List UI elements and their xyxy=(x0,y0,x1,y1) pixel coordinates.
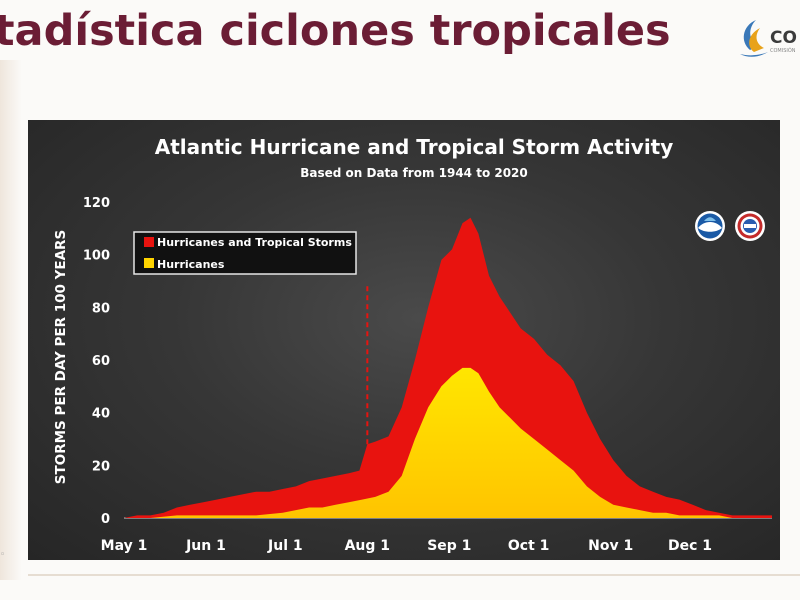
plot-area: 0 20 40 60 80 100 120 May 1 Jun 1 Jul 1 Aug 1 Sep 1… xyxy=(83,196,772,554)
chart-title: Atlantic Hurricane and Tropical Storm Ac… xyxy=(155,135,674,159)
storm-activity-chart: Atlantic Hurricane and Tropical Storm Ac… xyxy=(53,135,772,554)
x-tick-label: May 1 xyxy=(101,538,148,554)
x-tick-label: Dec 1 xyxy=(668,538,712,554)
y-tick-label: 20 xyxy=(92,459,110,474)
series-area-all-storms xyxy=(124,217,772,519)
y-axis-label: STORMS PER DAY PER 100 YEARS xyxy=(53,230,69,484)
slide-title: tadística ciclones tropicales xyxy=(0,6,671,56)
left-decoration xyxy=(0,60,22,580)
legend: Hurricanes and Tropical Storms Hurricane… xyxy=(133,231,357,275)
y-tick-label: 0 xyxy=(101,512,110,527)
y-tick-label: 80 xyxy=(92,301,110,316)
wave-logo-icon xyxy=(740,20,768,57)
noaa-logo-icon xyxy=(695,211,725,241)
y-tick-label: 40 xyxy=(92,407,110,422)
legend-swatch-all-storms xyxy=(144,237,154,247)
logo-text: CO xyxy=(770,28,797,48)
logo-subtext: COMISIÓN xyxy=(770,48,796,54)
x-tick-label: Jul 1 xyxy=(267,538,303,554)
chart-subtitle: Based on Data from 1944 to 2020 xyxy=(300,166,528,180)
chart-panel: Atlantic Hurricane and Tropical Storm Ac… xyxy=(28,120,780,560)
nws-logo-icon xyxy=(735,211,765,241)
legend-label-hurricanes: Hurricanes xyxy=(157,258,225,271)
series-area-hurricanes xyxy=(124,367,772,518)
x-tick-label: Jun 1 xyxy=(185,538,226,554)
y-tick-label: 120 xyxy=(83,196,110,211)
legend-label-all-storms: Hurricanes and Tropical Storms xyxy=(157,236,352,249)
legend-swatch-hurricanes xyxy=(144,258,154,268)
x-tick-label: Sep 1 xyxy=(427,538,471,554)
y-tick-label: 60 xyxy=(92,354,110,369)
page-marker: ◦ xyxy=(0,550,6,560)
agency-logo: CO COMISIÓN xyxy=(736,12,800,60)
y-tick-label: 100 xyxy=(83,249,110,264)
x-tick-label: Oct 1 xyxy=(508,538,550,554)
x-tick-label: Aug 1 xyxy=(345,538,390,554)
x-tick-label: Nov 1 xyxy=(588,538,633,554)
footer-divider xyxy=(28,574,800,576)
